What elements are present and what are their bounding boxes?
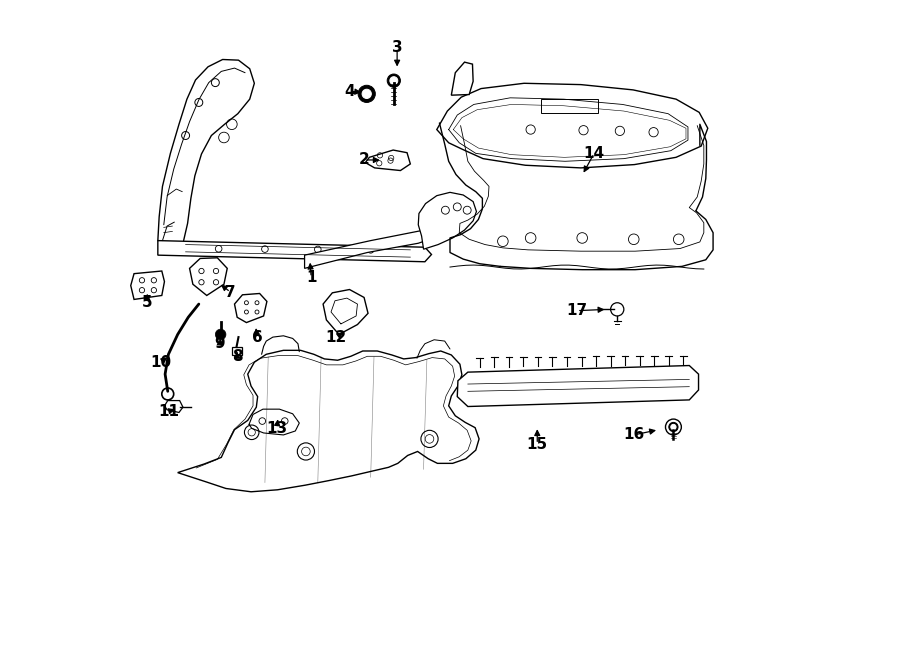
Circle shape bbox=[390, 77, 398, 85]
Text: 4: 4 bbox=[344, 84, 355, 98]
Text: 13: 13 bbox=[266, 421, 287, 436]
Text: 15: 15 bbox=[526, 437, 548, 451]
Text: 2: 2 bbox=[359, 153, 369, 167]
Polygon shape bbox=[436, 83, 707, 168]
Text: 8: 8 bbox=[232, 350, 242, 364]
Polygon shape bbox=[457, 366, 698, 407]
Text: 17: 17 bbox=[566, 303, 588, 318]
Polygon shape bbox=[190, 258, 227, 295]
Text: 1: 1 bbox=[306, 270, 317, 285]
Text: 3: 3 bbox=[392, 40, 402, 55]
Text: 9: 9 bbox=[215, 336, 225, 351]
Bar bbox=[541, 99, 598, 113]
Circle shape bbox=[670, 424, 676, 430]
Polygon shape bbox=[235, 293, 267, 323]
Polygon shape bbox=[323, 290, 368, 334]
Polygon shape bbox=[130, 271, 165, 299]
Polygon shape bbox=[365, 150, 410, 171]
Polygon shape bbox=[158, 241, 431, 262]
Text: 12: 12 bbox=[326, 330, 346, 344]
Polygon shape bbox=[418, 192, 476, 249]
Polygon shape bbox=[304, 218, 470, 268]
Text: 5: 5 bbox=[142, 295, 153, 309]
Polygon shape bbox=[177, 350, 479, 492]
Circle shape bbox=[358, 85, 375, 102]
Polygon shape bbox=[451, 62, 473, 95]
Circle shape bbox=[215, 329, 226, 340]
Text: 6: 6 bbox=[252, 330, 263, 344]
Circle shape bbox=[362, 89, 372, 98]
Text: 16: 16 bbox=[623, 428, 644, 442]
Circle shape bbox=[387, 74, 400, 87]
Bar bbox=[232, 347, 242, 355]
Text: 11: 11 bbox=[158, 404, 180, 418]
Polygon shape bbox=[165, 401, 183, 412]
Text: 14: 14 bbox=[583, 146, 605, 161]
Circle shape bbox=[669, 422, 678, 432]
Text: 10: 10 bbox=[150, 355, 171, 369]
Text: 7: 7 bbox=[225, 285, 236, 299]
